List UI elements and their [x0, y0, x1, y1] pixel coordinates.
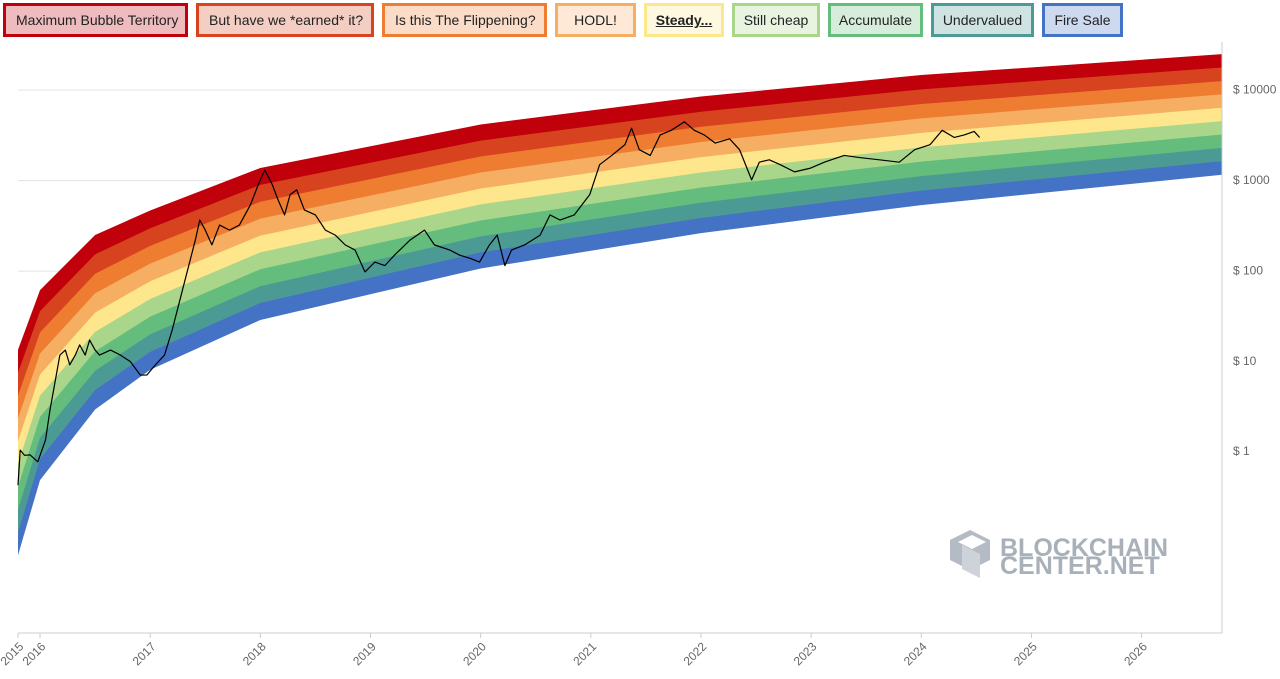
legend-item[interactable]: Maximum Bubble Territory [3, 3, 188, 37]
x-tick-label: 2025 [1011, 639, 1040, 668]
y-tick-label: $ 10000 [1233, 82, 1277, 96]
bands [18, 54, 1222, 634]
x-tick-label: 2016 [20, 639, 49, 668]
legend-item[interactable]: Still cheap [732, 3, 820, 37]
x-tick-label: 2015 [0, 639, 27, 668]
watermark: BLOCKCHAIN CENTER.NET [950, 530, 1168, 580]
legend-item[interactable]: HODL! [555, 3, 636, 37]
x-tick-label: 2024 [901, 639, 930, 668]
price [17, 121, 981, 486]
x-tick-label: 2022 [681, 639, 710, 668]
legend: Maximum Bubble Territory But have we *ear… [3, 3, 1123, 37]
y-tick-label: $ 1 [1233, 444, 1250, 458]
x-tick-label: 2023 [791, 639, 820, 668]
x-tick-label: 2021 [570, 639, 599, 668]
y-tick-label: $ 1000 [1233, 173, 1270, 187]
x-tick-label: 2018 [240, 639, 269, 668]
legend-item[interactable]: Is this The Flippening? [382, 3, 547, 37]
x-tick-label: 2019 [350, 639, 379, 668]
price-line [17, 121, 981, 486]
watermark-icon [962, 545, 980, 578]
legend-item[interactable]: But have we *earned* it? [196, 3, 374, 37]
x-tick-label: 2017 [130, 639, 159, 668]
legend-item[interactable]: Accumulate [828, 3, 923, 37]
y-tick-label: $ 100 [1233, 263, 1263, 277]
x-tick-label: 2020 [460, 639, 489, 668]
watermark-icon [958, 535, 986, 549]
band-floor [18, 174, 1222, 633]
watermark-text: BLOCKCHAIN [1000, 534, 1168, 562]
legend-item[interactable]: Undervalued [931, 3, 1034, 37]
legend-item[interactable]: Fire Sale [1042, 3, 1123, 37]
x-tick-label: 2026 [1121, 639, 1150, 668]
watermark-text: CENTER.NET [1000, 552, 1160, 580]
legend-item[interactable]: Steady... [644, 3, 724, 37]
y-tick-label: $ 10 [1233, 354, 1257, 368]
